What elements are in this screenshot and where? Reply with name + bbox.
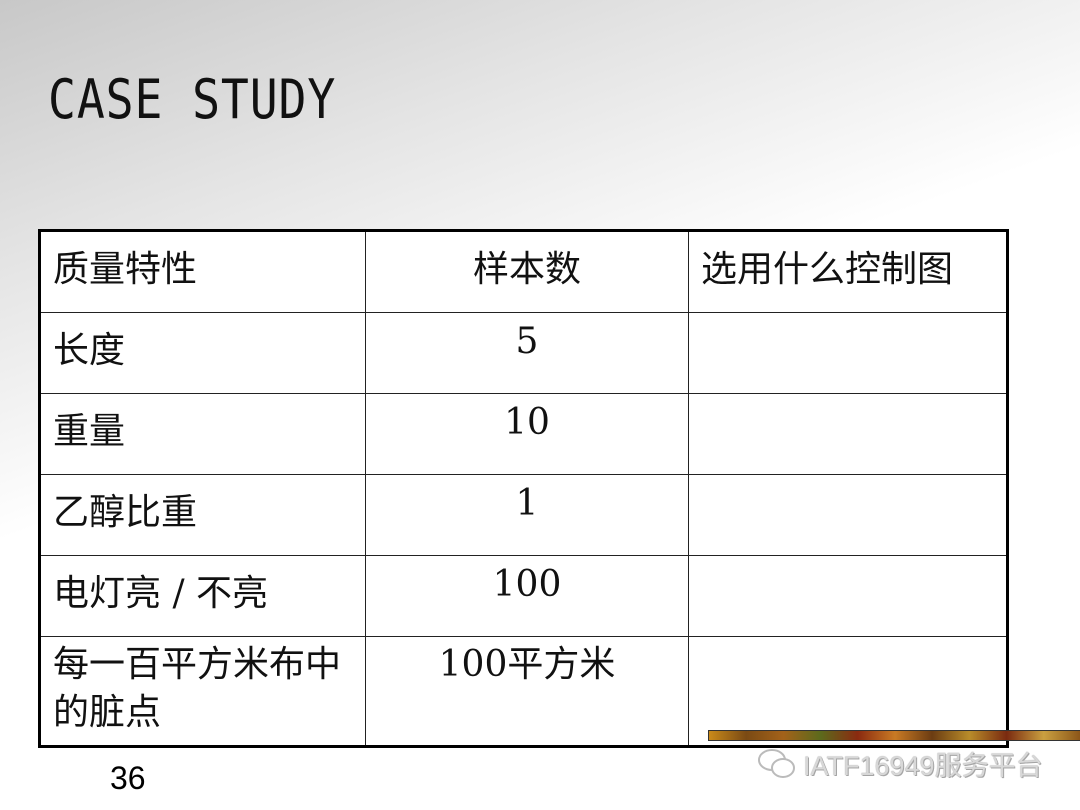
- watermark: IATF16949服务平台: [757, 744, 1043, 783]
- table-cell: [688, 312, 1008, 394]
- table-cell: 乙醇比重: [39, 474, 366, 556]
- table-cell: [688, 474, 1008, 556]
- header-cell: 质量特性: [39, 230, 366, 313]
- decorative-bar: [708, 730, 1080, 741]
- page-number: 36: [110, 760, 146, 796]
- table-cell: 5: [365, 312, 689, 394]
- table-row: 电灯亮 / 不亮 100: [39, 555, 1008, 637]
- table-cell: 重量: [39, 393, 366, 475]
- header-cell: 样本数: [365, 230, 689, 313]
- slide-title: CASE STUDY: [48, 68, 337, 131]
- table-cell: 1: [365, 474, 689, 556]
- case-study-table: 质量特性 样本数 选用什么控制图 长度 5 重量 10 乙醇比重 1 电灯亮 /…: [38, 229, 1009, 748]
- watermark-text: IATF16949服务平台: [803, 751, 1043, 781]
- table-cell: [688, 393, 1008, 475]
- header-cell: 选用什么控制图: [688, 230, 1008, 313]
- table-cell: [688, 555, 1008, 637]
- table-header-row: 质量特性 样本数 选用什么控制图: [39, 230, 1008, 313]
- table-row: 乙醇比重 1: [39, 474, 1008, 556]
- table-row: 重量 10: [39, 393, 1008, 475]
- table-cell: 100: [365, 555, 689, 637]
- table-cell: 每一百平方米布中的脏点: [39, 636, 366, 747]
- table-cell: 电灯亮 / 不亮: [39, 555, 366, 637]
- wechat-icon: [758, 748, 795, 778]
- table-cell: 10: [365, 393, 689, 475]
- table-cell: 100平方米: [365, 636, 689, 747]
- table-row: 每一百平方米布中的脏点 100平方米: [39, 636, 1008, 747]
- table-cell: [688, 636, 1008, 747]
- table-row: 长度 5: [39, 312, 1008, 394]
- table-cell: 长度: [39, 312, 366, 394]
